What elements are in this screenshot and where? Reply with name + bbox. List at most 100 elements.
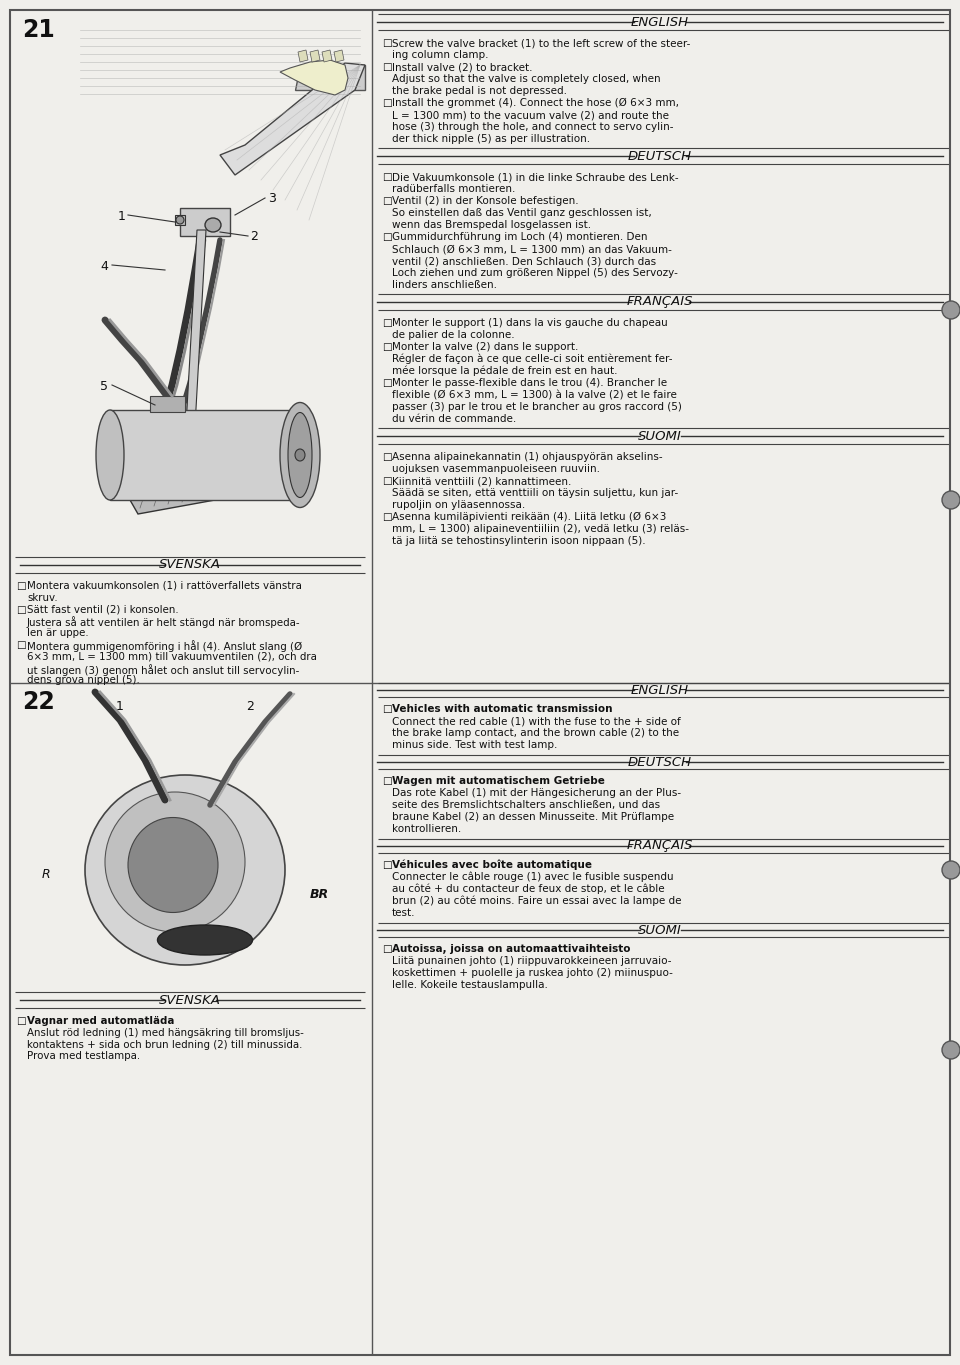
Text: □: □ [382,452,392,461]
Text: 3: 3 [268,192,276,205]
Text: Monter le support (1) dans la vis gauche du chapeau: Monter le support (1) dans la vis gauche… [392,318,668,328]
Text: passer (3) par le trou et le brancher au gros raccord (5): passer (3) par le trou et le brancher au… [392,403,682,412]
Text: ENGLISH: ENGLISH [631,15,689,29]
Text: SVENSKA: SVENSKA [159,994,221,1006]
Bar [150,396,185,412]
Text: □: □ [16,1016,26,1026]
Text: ut slangen (3) genom hålet och anslut till servocylin-: ut slangen (3) genom hålet och anslut ti… [27,663,300,676]
Text: ing column clamp.: ing column clamp. [392,51,489,60]
Text: □: □ [16,640,26,650]
Text: de palier de la colonne.: de palier de la colonne. [392,330,515,340]
Polygon shape [298,51,308,61]
Text: □: □ [382,38,392,48]
Polygon shape [220,63,365,175]
Text: Montera gummigenomföring i hål (4). Anslut slang (Ø: Montera gummigenomföring i hål (4). Ansl… [27,640,302,652]
Text: Vagnar med automatläda: Vagnar med automatläda [27,1016,175,1026]
Text: wenn das Bremspedal losgelassen ist.: wenn das Bremspedal losgelassen ist. [392,220,591,229]
Text: Liitä punainen johto (1) riippuvarokkeineen jarruvaio-: Liitä punainen johto (1) riippuvarokkein… [392,955,671,966]
Text: □: □ [382,945,392,954]
Text: Montera vakuumkonsolen (1) i rattöverfallets vänstra: Montera vakuumkonsolen (1) i rattöverfal… [27,581,301,591]
Text: radüberfalls montieren.: radüberfalls montieren. [392,184,516,194]
Ellipse shape [942,302,960,319]
Text: □: □ [382,476,392,486]
Text: SVENSKA: SVENSKA [159,558,221,572]
Text: linders anschließen.: linders anschließen. [392,280,497,289]
Text: □: □ [382,378,392,388]
Ellipse shape [942,491,960,509]
Text: 2: 2 [250,229,258,243]
Text: □: □ [382,860,392,870]
Ellipse shape [280,403,320,508]
Text: 22: 22 [22,689,55,714]
Text: tä ja liitä se tehostinsylinterin isoon nippaan (5).: tä ja liitä se tehostinsylinterin isoon … [392,536,646,546]
Text: kontaktens + sida och brun ledning (2) till minussida.: kontaktens + sida och brun ledning (2) t… [27,1040,302,1050]
Text: Justera så att ventilen är helt stängd när bromspeda-: Justera så att ventilen är helt stängd n… [27,617,300,628]
Bar [180,207,230,236]
Text: der thick nipple (5) as per illustration.: der thick nipple (5) as per illustration… [392,134,590,143]
Text: □: □ [382,197,392,206]
Text: hose (3) through the hole, and connect to servo cylin-: hose (3) through the hole, and connect t… [392,121,674,132]
Polygon shape [130,480,248,515]
Text: Screw the valve bracket (1) to the left screw of the steer-: Screw the valve bracket (1) to the left … [392,38,690,48]
Text: 5: 5 [100,379,108,393]
Text: Schlauch (Ø 6×3 mm, L = 1300 mm) an das Vakuum-: Schlauch (Ø 6×3 mm, L = 1300 mm) an das … [392,244,672,254]
Text: dens grova nippel (5).: dens grova nippel (5). [27,676,140,685]
Text: skruv.: skruv. [27,592,58,603]
Text: uojuksen vasemmanpuoleiseen ruuviin.: uojuksen vasemmanpuoleiseen ruuviin. [392,464,600,474]
Text: Säädä se siten, että venttiili on täysin suljettu, kun jar-: Säädä se siten, että venttiili on täysin… [392,489,679,498]
Bar [110,410,300,500]
Text: □: □ [382,318,392,328]
Text: rupoljin on yläasennossa.: rupoljin on yläasennossa. [392,500,525,511]
Text: □: □ [16,581,26,591]
Text: Install the grommet (4). Connect the hose (Ø 6×3 mm,: Install the grommet (4). Connect the hos… [392,98,679,108]
Text: Kiinnitä venttiili (2) kannattimeen.: Kiinnitä venttiili (2) kannattimeen. [392,476,571,486]
Text: Asenna kumiläpivienti reikään (4). Liitä letku (Ø 6×3: Asenna kumiläpivienti reikään (4). Liitä… [392,512,666,523]
Text: Loch ziehen und zum größeren Nippel (5) des Servozy-: Loch ziehen und zum größeren Nippel (5) … [392,268,678,278]
Text: So einstellen daß das Ventil ganz geschlossen ist,: So einstellen daß das Ventil ganz geschl… [392,207,652,218]
Text: seite des Bremslichtschalters anschließen, und das: seite des Bremslichtschalters anschließe… [392,800,660,809]
Text: DEUTSCH: DEUTSCH [628,150,692,162]
Polygon shape [334,51,344,61]
Text: □: □ [382,704,392,714]
Text: DEUTSCH: DEUTSCH [628,755,692,768]
Text: Sätt fast ventil (2) i konsolen.: Sätt fast ventil (2) i konsolen. [27,605,179,614]
Text: Autoissa, joissa on automaattivaihteisto: Autoissa, joissa on automaattivaihteisto [392,945,631,954]
Text: Adjust so that the valve is completely closed, when: Adjust so that the valve is completely c… [392,74,660,85]
Text: L = 1300 mm) to the vacuum valve (2) and route the: L = 1300 mm) to the vacuum valve (2) and… [392,111,669,120]
Text: Das rote Kabel (1) mit der Hängesicherung an der Plus-: Das rote Kabel (1) mit der Hängesicherun… [392,788,682,799]
Text: 1: 1 [118,210,126,222]
Text: 6×3 mm, L = 1300 mm) till vakuumventilen (2), och dra: 6×3 mm, L = 1300 mm) till vakuumventilen… [27,652,317,662]
Text: ventil (2) anschließen. Den Schlauch (3) durch das: ventil (2) anschließen. Den Schlauch (3)… [392,257,656,266]
Text: 1: 1 [116,700,124,713]
Text: Anslut röd ledning (1) med hängsäkring till bromsljus-: Anslut röd ledning (1) med hängsäkring t… [27,1028,304,1037]
Text: Monter la valve (2) dans le support.: Monter la valve (2) dans le support. [392,343,578,352]
Text: brun (2) au côté moins. Faire un essai avec la lampe de: brun (2) au côté moins. Faire un essai a… [392,895,682,906]
Ellipse shape [128,818,218,912]
Text: ENGLISH: ENGLISH [631,684,689,696]
Polygon shape [310,51,320,61]
Text: Connecter le câble rouge (1) avec le fusible suspendu: Connecter le câble rouge (1) avec le fus… [392,872,674,883]
Text: 2: 2 [246,700,254,713]
Text: test.: test. [392,908,416,919]
Text: □: □ [382,98,392,108]
Text: koskettimen + puolelle ja ruskea johto (2) miinuspuo-: koskettimen + puolelle ja ruskea johto (… [392,968,673,977]
Text: FRANÇAIS: FRANÇAIS [627,839,693,853]
Text: □: □ [382,775,392,786]
Text: mm, L = 1300) alipaineventiiliin (2), vedä letku (3) reläs-: mm, L = 1300) alipaineventiiliin (2), ve… [392,524,689,534]
Text: Ventil (2) in der Konsole befestigen.: Ventil (2) in der Konsole befestigen. [392,197,579,206]
Text: □: □ [382,232,392,242]
Text: Wagen mit automatischem Getriebe: Wagen mit automatischem Getriebe [392,775,605,786]
Polygon shape [280,60,348,96]
Text: BR: BR [310,889,329,901]
Text: R: R [42,868,51,882]
Text: Prova med testlampa.: Prova med testlampa. [27,1051,140,1062]
Text: Gummidurchführung im Loch (4) montieren. Den: Gummidurchführung im Loch (4) montieren.… [392,232,647,242]
Text: lelle. Kokeile testauslampulla.: lelle. Kokeile testauslampulla. [392,980,548,990]
Polygon shape [183,229,206,480]
Text: SUOMI: SUOMI [638,430,682,442]
Text: minus side. Test with test lamp.: minus side. Test with test lamp. [392,740,558,749]
Ellipse shape [176,216,184,224]
Text: Die Vakuumkonsole (1) in die linke Schraube des Lenk-: Die Vakuumkonsole (1) in die linke Schra… [392,172,679,182]
Text: au côté + du contacteur de feux de stop, et le câble: au côté + du contacteur de feux de stop,… [392,885,664,894]
Text: Véhicules avec boîte automatique: Véhicules avec boîte automatique [392,860,592,871]
